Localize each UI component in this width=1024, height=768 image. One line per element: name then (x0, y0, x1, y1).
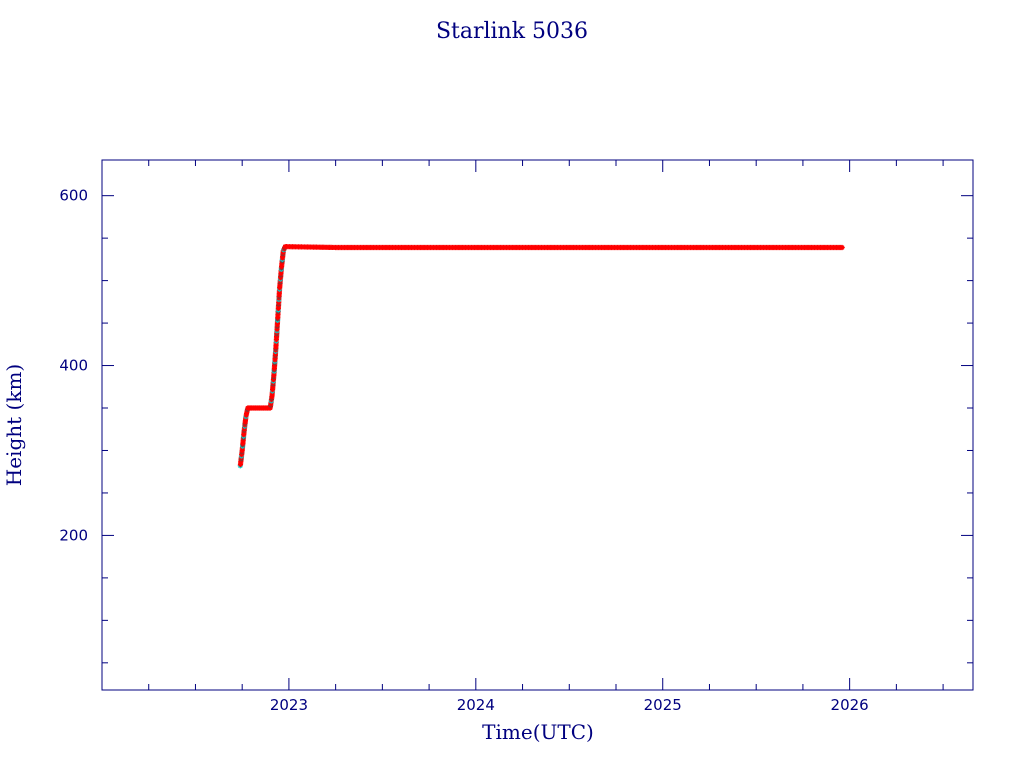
x-axis-label: Time(UTC) (482, 720, 594, 744)
chart-title: Starlink 5036 (436, 19, 588, 44)
data-points (237, 244, 845, 469)
axis-ticks: 2023 2024 2025 2026 200 400 600 (59, 160, 973, 714)
y-axis-label: Height (km) (2, 364, 26, 486)
data-point (839, 244, 845, 251)
y-tick-label: 200 (59, 526, 88, 544)
x-tick-label: 2024 (457, 696, 495, 714)
y-tick-label: 400 (59, 357, 88, 375)
x-tick-label: 2023 (270, 696, 308, 714)
x-tick-label: 2026 (831, 696, 869, 714)
plot-frame (101, 159, 974, 691)
x-tick-label: 2025 (644, 696, 682, 714)
y-tick-label: 600 (59, 187, 88, 205)
